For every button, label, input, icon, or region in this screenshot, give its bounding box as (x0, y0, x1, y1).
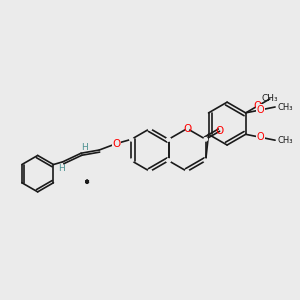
Text: O: O (256, 132, 264, 142)
Circle shape (167, 159, 170, 162)
Circle shape (148, 127, 152, 130)
Text: O: O (215, 126, 224, 136)
Circle shape (185, 127, 189, 130)
Circle shape (130, 138, 133, 141)
Text: O: O (112, 139, 121, 148)
Circle shape (167, 159, 170, 162)
Circle shape (130, 159, 133, 162)
Circle shape (204, 159, 207, 162)
Text: O: O (256, 105, 264, 115)
Circle shape (185, 170, 189, 173)
Circle shape (167, 138, 170, 141)
Text: CH₃: CH₃ (277, 136, 293, 145)
Text: O: O (254, 101, 262, 111)
Text: O: O (183, 124, 191, 134)
Text: CH₃: CH₃ (262, 94, 278, 103)
Text: H: H (58, 164, 65, 173)
Circle shape (204, 138, 207, 141)
Text: H: H (81, 143, 88, 152)
Circle shape (148, 170, 152, 173)
Text: CH₃: CH₃ (277, 103, 293, 112)
Circle shape (167, 138, 170, 141)
